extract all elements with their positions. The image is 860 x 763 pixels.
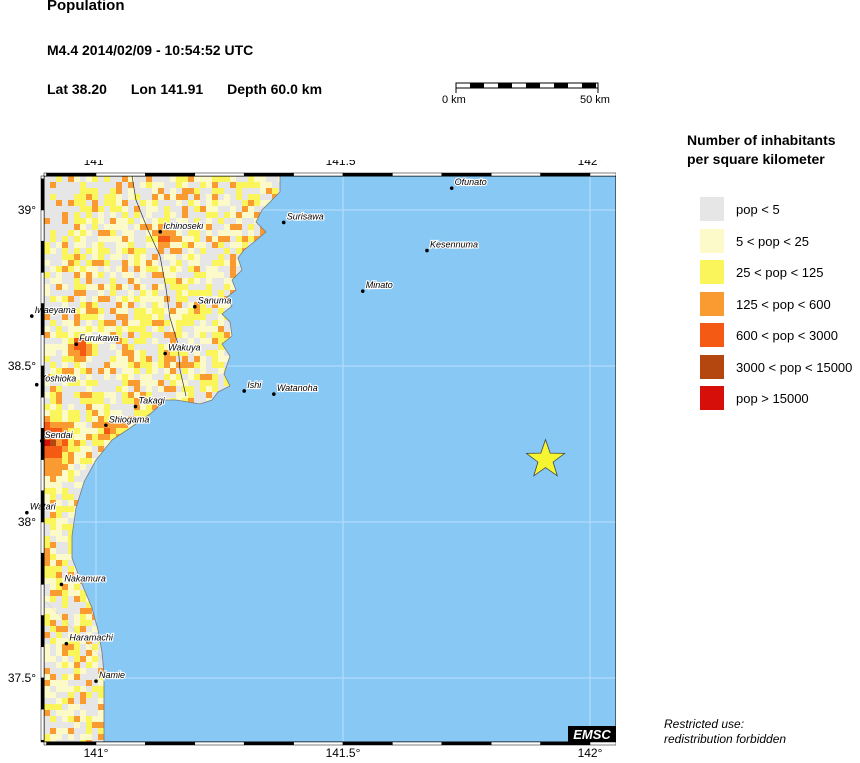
city-label: Wakuya (168, 343, 200, 353)
city-label: Kesennuma (430, 240, 478, 250)
city-marker (29, 314, 34, 318)
city-marker (272, 392, 276, 396)
legend-label: pop < 5 (736, 202, 780, 217)
city-label: Yoshioka (40, 374, 77, 384)
city-label: Minato (366, 280, 393, 290)
city-marker (34, 382, 39, 387)
legend-label: 3000 < pop < 15000 (736, 359, 853, 375)
city-marker (59, 582, 64, 587)
city-marker (242, 389, 246, 393)
epicenter-star[interactable] (525, 438, 566, 477)
city-label: Namie (99, 670, 125, 680)
legend-label: 25 < pop < 125 (736, 265, 824, 280)
legend-label: 600 < pop < 3000 (736, 328, 838, 343)
lat-tick-label: 37.5° (8, 671, 36, 685)
city-label: Surisawa (287, 211, 324, 221)
city-label: Ichinoseki (163, 221, 204, 231)
legend-swatch (700, 228, 724, 253)
lon-tick-label: 142° (578, 746, 603, 760)
legend-title-line2: per square kilometer (687, 151, 825, 167)
legend-swatch (700, 197, 724, 221)
legend-swatch (700, 354, 724, 379)
city-label: Ofunato (455, 177, 487, 187)
city-label: Ishi (247, 380, 262, 390)
city-label: Takagi (139, 396, 166, 406)
city-marker (449, 186, 454, 190)
event-depth: Depth 60.0 km (227, 81, 323, 97)
lon-tick-label: 142° (578, 160, 603, 168)
lon-tick-label: 141.5° (326, 746, 361, 760)
emsc-watermark-bg (568, 726, 616, 742)
scale-right-label: 50 km (580, 94, 610, 106)
emsc-watermark: EMSC (573, 727, 611, 742)
legend-title-line1: Number of inhabitants (687, 132, 836, 148)
legend-label: pop > 15000 (736, 391, 809, 406)
lon-tick-labels-top: 141°141.5°142°142.5°143° (84, 160, 603, 168)
city-marker (281, 220, 286, 225)
city-label: Haramachi (69, 633, 114, 643)
event-headline: M4.4 2014/02/09 - 10:54:52 UTC (47, 42, 254, 58)
city-label: Sanuma (198, 296, 232, 306)
city-marker (25, 510, 29, 515)
event-lat: Lat 38.20 (47, 81, 107, 97)
lat-tick-label: 38° (18, 515, 36, 529)
city-marker (94, 679, 98, 683)
lon-tick-label: 141.5° (326, 160, 361, 168)
legend-title: Number of inhabitants per square kilomet… (687, 131, 836, 169)
legend-swatch (700, 260, 724, 284)
lon-tick-label: 141° (84, 160, 109, 168)
event-location: Lat 38.20 Lon 141.91 Depth 60.0 km (47, 81, 342, 97)
restriction-line1: Restricted use: (664, 717, 745, 731)
city-marker (158, 230, 163, 234)
city-marker (133, 404, 138, 409)
city-label: Nakamura (64, 573, 106, 583)
city-marker (64, 641, 69, 646)
page-title: Population (47, 0, 125, 14)
scale-bar-graphic (455, 82, 599, 93)
city-marker (104, 423, 108, 428)
city-marker (425, 248, 429, 253)
city-label: Sendai (45, 430, 74, 440)
lon-tick-label: 141° (84, 746, 109, 760)
coastline (44, 175, 281, 742)
lat-tick-label: 39° (18, 203, 36, 217)
legend-swatch (700, 323, 724, 347)
legend-label: 125 < pop < 600 (736, 296, 831, 312)
city-label: Watanoha (277, 383, 318, 393)
lon-tick-labels-bottom: 141°141.5°142°142.5°143° (84, 746, 603, 760)
restriction-line2: redistribution forbidden (664, 732, 787, 746)
lat-tick-labels-left: 39° 38.5° 38° 37.5° (8, 203, 36, 685)
city-marker (360, 289, 365, 293)
city-label: Furukawa (79, 333, 119, 343)
map-frame (40, 172, 616, 746)
population-map[interactable]: Ofunato Surisawa Ichinoseki Kesennuma Minato… (0, 160, 616, 760)
city-marker (74, 342, 79, 346)
lat-tick-label: 38.5° (8, 359, 36, 373)
scale-bar: 0 km 50 km (442, 82, 610, 106)
legend-swatch (700, 386, 724, 410)
city-marker (163, 351, 167, 356)
city-marker (193, 304, 197, 309)
legend-swatch (700, 291, 724, 316)
restriction-notice: Restricted use: redistribution forbidden (664, 717, 786, 747)
city-label: Shiogama (109, 414, 150, 424)
legend-label: 5 < pop < 25 (736, 233, 810, 249)
scale-left-label: 0 km (442, 94, 466, 106)
event-lon: Lon 141.91 (130, 81, 204, 97)
